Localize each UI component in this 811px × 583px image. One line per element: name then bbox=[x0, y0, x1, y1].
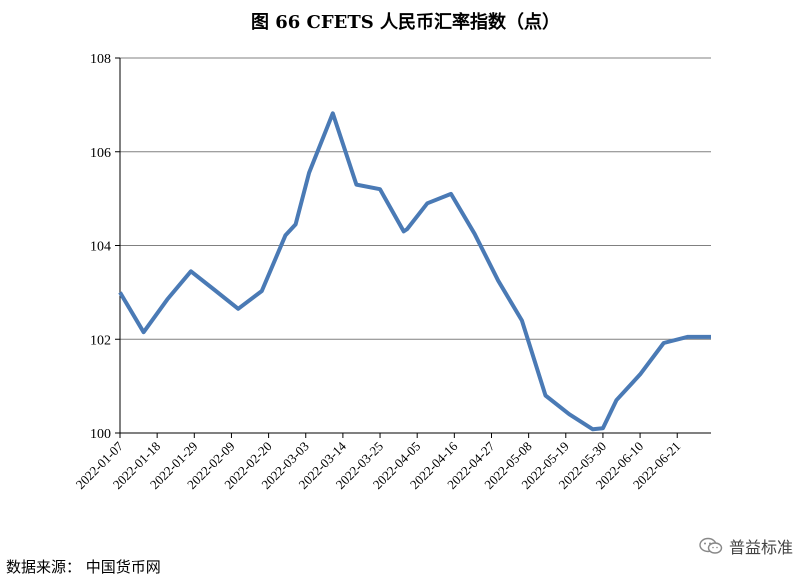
chart-title: 图 66 CFETS 人民币汇率指数（点） bbox=[250, 12, 561, 33]
x-tick-labels: 2022-01-072022-01-182022-01-292022-02-09… bbox=[73, 438, 684, 492]
y-tick-labels: 100 102 104 106 108 bbox=[90, 52, 111, 442]
y-tick-label: 100 bbox=[90, 427, 111, 442]
y-tick-label: 108 bbox=[90, 52, 111, 67]
axes bbox=[115, 57, 711, 438]
wechat-icon bbox=[699, 537, 723, 554]
source-note: 数据来源： 中国货币网 bbox=[6, 558, 161, 576]
watermark-label: 普益标准 bbox=[728, 538, 793, 557]
y-tick-label: 106 bbox=[90, 146, 111, 161]
series-line bbox=[118, 111, 711, 432]
y-tick-label: 102 bbox=[90, 333, 111, 348]
series-layer bbox=[118, 111, 711, 432]
grid-lines bbox=[120, 57, 711, 340]
watermark: 普益标准 bbox=[699, 534, 793, 558]
y-tick-label: 104 bbox=[90, 240, 111, 255]
